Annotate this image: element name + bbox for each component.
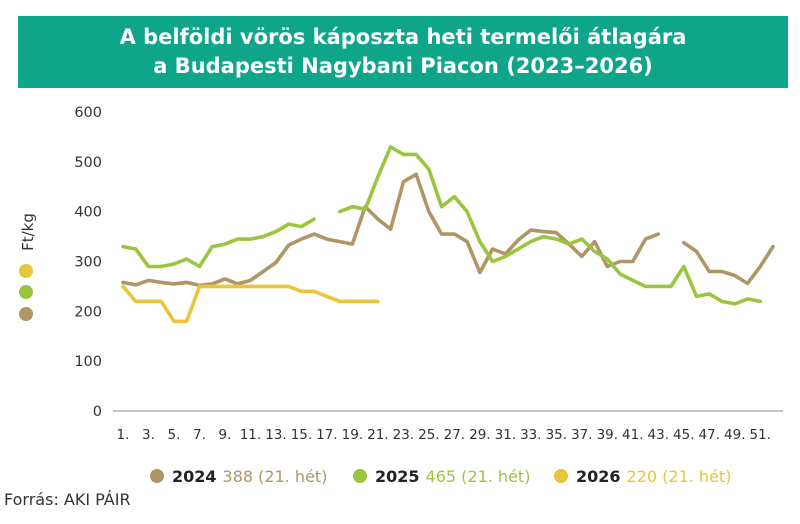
- legend-year-2026: 2026: [576, 467, 621, 486]
- y-tick-label: 300: [74, 255, 102, 271]
- legend-year-2024: 2024: [172, 467, 217, 486]
- legend-value-2025: 465 (21. hét): [425, 467, 531, 486]
- y-tick-label: 200: [74, 304, 102, 320]
- x-tick-label: 11.: [240, 427, 261, 443]
- y-tick-label: 0: [93, 404, 102, 420]
- chart-title-banner: A belföldi vörös káposzta heti termelői …: [18, 16, 788, 88]
- x-tick-label: 13.: [265, 427, 286, 443]
- y-tick-label: 100: [74, 354, 102, 370]
- x-tick-label: 15.: [291, 427, 312, 443]
- x-tick-label: 9.: [219, 427, 232, 443]
- x-tick-label: 51.: [750, 427, 771, 443]
- y-tick-label: 600: [74, 105, 102, 121]
- x-tick-label: 29.: [469, 427, 490, 443]
- x-tick-label: 21.: [367, 427, 388, 443]
- legend-value-2026: 220 (21. hét): [626, 467, 732, 486]
- series-line-2026: [121, 284, 380, 324]
- chart-title-line2: a Budapesti Nagybani Piacon (2023–2026): [153, 54, 653, 78]
- series-dot-2024: [19, 307, 33, 321]
- y-axis-title: Ft/kg: [19, 213, 37, 251]
- x-tick-label: 45.: [673, 427, 694, 443]
- chart-title-line1: A belföldi vörös káposzta heti termelői …: [119, 25, 687, 49]
- series-dot-2025: [19, 285, 33, 299]
- x-tick-label: 25.: [418, 427, 439, 443]
- series-line-2025: [121, 217, 316, 269]
- x-tick-label: 41.: [622, 427, 643, 443]
- x-tick-label: 23.: [393, 427, 414, 443]
- legend-item-2025: 2025 465 (21. hét): [353, 467, 530, 486]
- x-tick-label: 17.: [316, 427, 337, 443]
- x-tick-label: 47.: [699, 427, 720, 443]
- legend-marker-2024: [150, 469, 164, 483]
- x-tick-label: 35.: [546, 427, 567, 443]
- x-tick-label: 27.: [444, 427, 465, 443]
- series-dot-2026: [19, 264, 33, 278]
- y-tick-label: 500: [74, 155, 102, 171]
- x-tick-label: 3.: [142, 427, 155, 443]
- legend-marker-2025: [353, 469, 367, 483]
- y-tick-label: 400: [74, 205, 102, 221]
- x-tick-label: 19.: [342, 427, 363, 443]
- x-tick-label: 1.: [117, 427, 130, 443]
- legend-item-2024: 2024 388 (21. hét): [150, 467, 327, 486]
- series-line-2025: [337, 145, 763, 306]
- x-tick-label: 37.: [571, 427, 592, 443]
- x-tick-label: 5.: [168, 427, 181, 443]
- series-line-2024: [682, 240, 775, 286]
- source-note: Forrás: AKI PÁIR: [4, 490, 131, 509]
- x-tick-label: 43.: [648, 427, 669, 443]
- x-tick-label: 31.: [495, 427, 516, 443]
- x-tick-label: 7.: [193, 427, 206, 443]
- x-tick-label: 39.: [597, 427, 618, 443]
- legend-year-2025: 2025: [375, 467, 420, 486]
- legend-item-2026: 2026 220 (21. hét): [554, 467, 731, 486]
- legend-value-2024: 388 (21. hét): [222, 467, 328, 486]
- x-tick-label: 49.: [724, 427, 745, 443]
- series-line-2024: [121, 172, 661, 288]
- x-tick-label: 33.: [520, 427, 541, 443]
- legend-marker-2026: [554, 469, 568, 483]
